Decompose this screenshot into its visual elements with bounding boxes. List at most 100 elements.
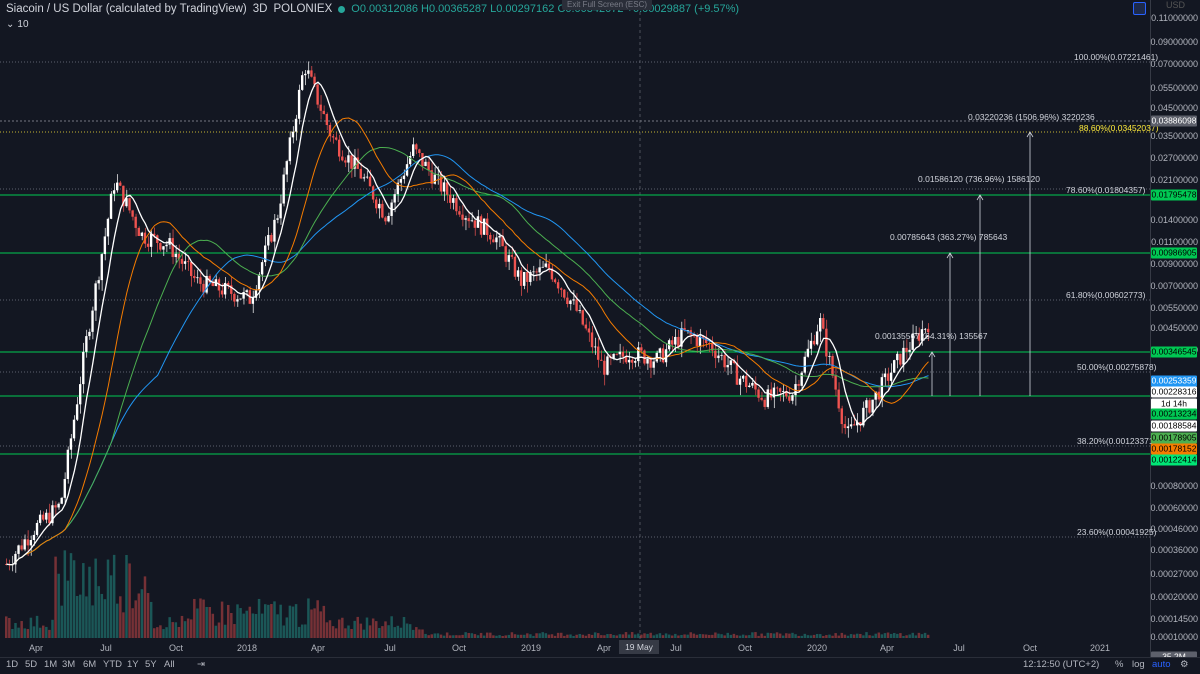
volume-bar [908, 634, 911, 638]
timeframe-button[interactable]: 1M [44, 659, 58, 670]
date-range-icon[interactable]: ⇥ [197, 659, 205, 670]
volume-bar [449, 635, 452, 638]
volume-bar [54, 556, 57, 638]
volume-bar [763, 635, 766, 638]
candle-body [926, 328, 930, 333]
volume-bar [575, 634, 578, 638]
candle-body [433, 174, 436, 184]
candle-body [698, 336, 702, 346]
candle-body [615, 353, 618, 355]
price-axis[interactable]: 0.11000000 0.09000000 0.07000000 0.05500000… [1150, 0, 1200, 657]
volume-bar [627, 634, 631, 638]
candle-body [445, 182, 449, 195]
price-tick: 0.07000000 [1150, 59, 1198, 69]
volume-bar [698, 634, 702, 638]
time-tick: 2018 [236, 643, 258, 653]
candle-body [612, 353, 615, 359]
chart-settings-button[interactable] [1133, 2, 1146, 15]
chart-background [0, 0, 1150, 640]
volume-bar [834, 633, 837, 638]
price-tick: 0.00450000 [1150, 323, 1198, 333]
volume-bar [467, 633, 470, 638]
candle-body [550, 268, 554, 280]
timeframe-button[interactable]: 5D [25, 659, 38, 670]
volume-bar [119, 596, 122, 638]
candle-body [581, 310, 584, 325]
candle-body [917, 333, 921, 341]
volume-bar [137, 593, 141, 638]
volume-bar [260, 613, 264, 638]
timeframe-button[interactable]: 1Y [127, 659, 139, 670]
indicator-legend[interactable]: ⌄ 10 [6, 19, 29, 30]
volume-bar [840, 632, 844, 638]
price-tick: 0.09000000 [1150, 37, 1198, 47]
volume-bar [365, 617, 369, 638]
timeframe-button[interactable]: 1D [6, 659, 19, 670]
candle-body [415, 144, 418, 150]
candle-body [51, 505, 54, 524]
price-tick: 0.01400000 [1150, 215, 1198, 225]
gear-icon[interactable]: ⚙ [1180, 659, 1189, 670]
volume-bar [532, 635, 535, 638]
price-tick: 0.02700000 [1150, 153, 1198, 163]
measure-arrowhead [928, 351, 936, 358]
candle-body [880, 377, 884, 400]
volume-bar [476, 635, 480, 638]
candle-body [328, 125, 332, 137]
candle-body [116, 182, 119, 191]
volume-bar [230, 613, 233, 638]
volume-bar [190, 619, 193, 638]
price-label: 0.00122414 [1151, 454, 1197, 466]
candle-body [202, 283, 205, 293]
price-tick: 0.03500000 [1150, 131, 1198, 141]
volume-bar [899, 633, 902, 638]
time-axis[interactable]: Apr Jul Oct 2018 Apr Jul Oct 2019 Apr Jul Oct 2020 A… [0, 640, 1150, 657]
candle-body [319, 104, 322, 111]
price-tick: 0.00550000 [1150, 303, 1198, 313]
candle-body [276, 218, 279, 220]
volume-bar [17, 627, 20, 638]
candle-body [590, 332, 594, 348]
timeframe-button[interactable]: All [164, 659, 175, 670]
candle-body [325, 113, 329, 126]
percent-toggle[interactable]: % [1115, 659, 1124, 670]
symbol-name[interactable]: Siacoin / US Dollar (calculated by Tradi… [6, 3, 247, 15]
volume-bar [245, 610, 248, 638]
exit-fullscreen-button[interactable]: Exit Full Screen (ESC) [562, 0, 653, 10]
timeframe-button[interactable]: YTD [103, 659, 122, 670]
candle-body [63, 479, 66, 498]
candle-body [106, 218, 110, 237]
price-chart[interactable] [0, 0, 1150, 640]
volume-bar [223, 624, 227, 638]
candle-body [800, 372, 803, 386]
volume-bar [8, 617, 11, 638]
volume-bar [856, 633, 859, 638]
volume-bar [640, 634, 643, 638]
candle-body [331, 136, 335, 138]
candle-body [587, 328, 591, 333]
volume-bar [704, 634, 708, 638]
volume-bar [180, 615, 184, 638]
volume-bar [304, 624, 307, 638]
volume-bar [886, 632, 890, 638]
candle-body [893, 360, 896, 373]
timeframe-button[interactable]: 6M [83, 659, 97, 670]
low-value: L0.00297162 [490, 3, 555, 15]
timeframe-button[interactable]: 3M [62, 659, 76, 670]
candle-body [741, 375, 745, 379]
auto-toggle[interactable]: auto [1152, 659, 1171, 670]
volume-bar [501, 635, 504, 638]
volume-bar [889, 633, 893, 638]
indicator-count: 10 [17, 19, 29, 30]
timeframe-button[interactable]: 5Y [145, 659, 157, 670]
chevron-down-icon[interactable]: ⌄ [6, 19, 15, 30]
candle-body [584, 324, 588, 329]
open-value: O0.00312086 [351, 3, 418, 15]
volume-bar [828, 634, 831, 638]
candle-body [149, 233, 153, 247]
candle-body [556, 282, 560, 289]
log-toggle[interactable]: log [1132, 659, 1145, 670]
candle-body [572, 299, 575, 301]
candle-body [541, 266, 544, 268]
volume-bar [569, 634, 572, 638]
